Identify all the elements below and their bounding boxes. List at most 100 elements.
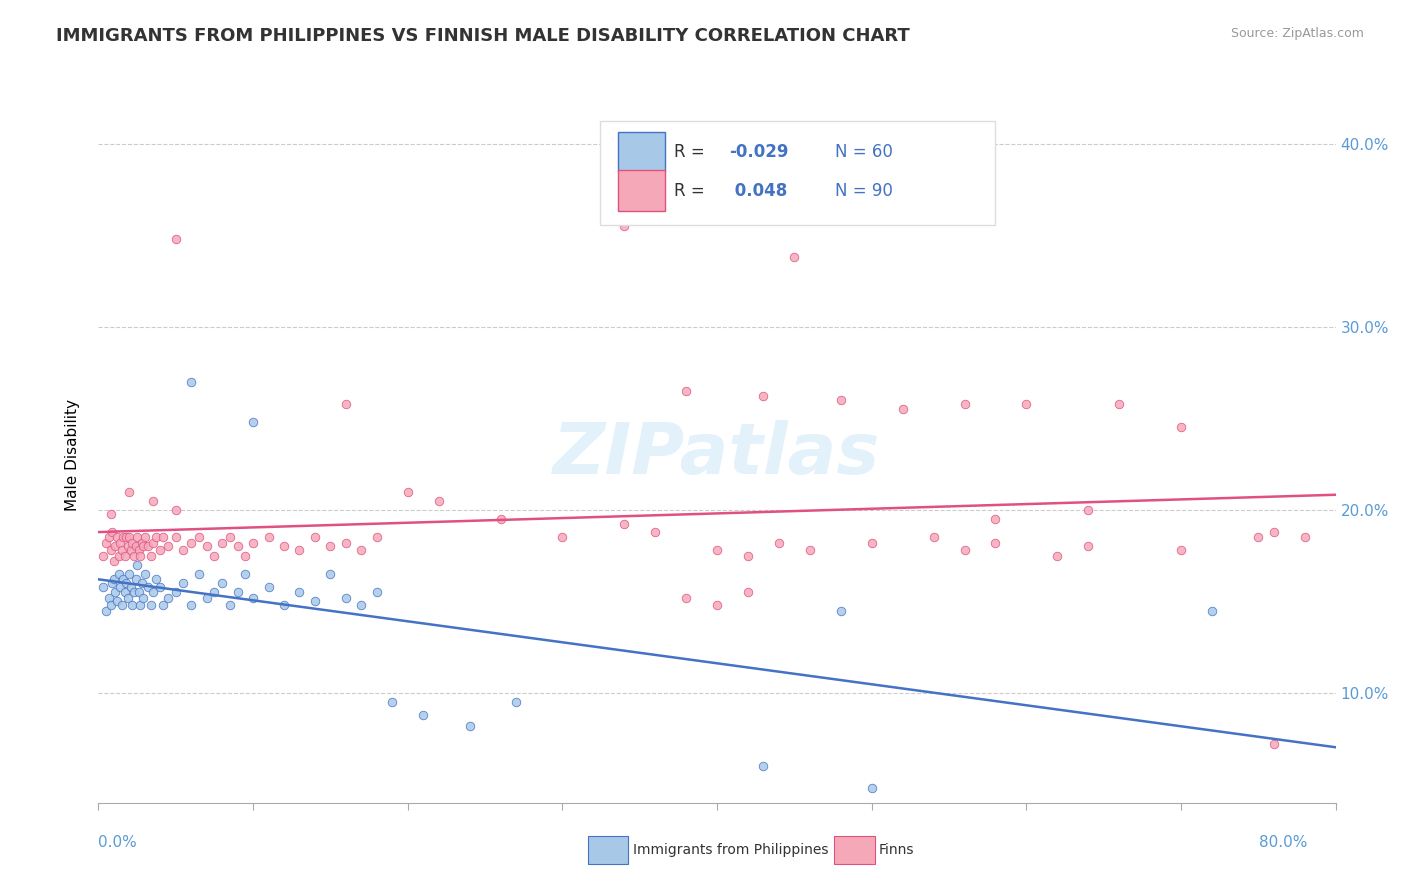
Point (235, 566, 257, 581)
Text: 0.048: 0.048 (730, 182, 787, 200)
Point (427, 493, 450, 508)
Point (953, 397, 976, 411)
Point (489, 512, 512, 526)
Point (304, 530, 326, 544)
Point (139, 598, 162, 612)
Point (142, 493, 165, 508)
Text: Finns: Finns (879, 843, 914, 857)
Point (860, 781, 883, 796)
Point (188, 530, 211, 544)
Point (107, 566, 129, 581)
Text: ZIPatlas: ZIPatlas (554, 420, 880, 490)
FancyBboxPatch shape (619, 132, 665, 172)
Point (127, 530, 149, 544)
Text: IMMIGRANTS FROM PHILIPPINES VS FINNISH MALE DISABILITY CORRELATION CHART: IMMIGRANTS FROM PHILIPPINES VS FINNISH M… (56, 27, 910, 45)
Point (768, 536, 790, 550)
Point (752, 389, 775, 403)
Point (100, 507, 122, 521)
Point (180, 536, 202, 550)
Point (104, 540, 127, 554)
Point (335, 591, 357, 605)
Point (118, 530, 141, 544)
Point (891, 402, 914, 417)
FancyBboxPatch shape (619, 170, 665, 211)
Point (257, 580, 280, 594)
Text: 0.0%: 0.0% (98, 836, 138, 850)
Point (984, 536, 1007, 550)
Point (211, 576, 233, 591)
Point (319, 566, 342, 581)
Point (675, 591, 697, 605)
Text: -0.029: -0.029 (730, 144, 789, 161)
Point (91, 580, 114, 594)
Point (1247, 530, 1270, 544)
Point (111, 598, 134, 612)
Point (350, 598, 373, 612)
Text: N = 90: N = 90 (835, 182, 893, 200)
Point (273, 540, 295, 554)
Point (142, 585, 165, 599)
Point (505, 695, 527, 709)
Point (204, 549, 226, 563)
Point (195, 591, 218, 605)
Point (118, 484, 141, 499)
Point (1263, 524, 1285, 539)
Point (131, 536, 153, 550)
Text: N = 60: N = 60 (835, 144, 893, 161)
Point (288, 585, 311, 599)
Point (121, 536, 143, 550)
Point (242, 591, 264, 605)
Point (1170, 543, 1192, 558)
Point (1201, 603, 1223, 617)
Point (257, 530, 280, 544)
Point (922, 530, 945, 544)
Point (108, 536, 131, 550)
Point (551, 530, 574, 544)
Point (118, 566, 141, 581)
Point (180, 375, 202, 389)
Point (706, 598, 728, 612)
Point (117, 540, 139, 554)
Point (335, 397, 357, 411)
Point (304, 594, 326, 608)
Text: Immigrants from Philippines: Immigrants from Philippines (633, 843, 828, 857)
Point (96, 603, 118, 617)
Text: R =: R = (673, 182, 710, 200)
Point (149, 543, 172, 558)
Point (752, 759, 775, 773)
Point (120, 580, 142, 594)
Point (112, 573, 135, 587)
Point (830, 603, 852, 617)
Point (129, 598, 152, 612)
Point (180, 598, 202, 612)
Point (1263, 737, 1285, 751)
Point (105, 530, 128, 544)
Point (737, 585, 759, 599)
Point (120, 543, 142, 558)
Point (613, 219, 636, 233)
Point (396, 484, 419, 499)
Point (157, 591, 180, 605)
Point (319, 540, 342, 554)
Point (131, 576, 153, 591)
Point (91, 549, 114, 563)
Point (112, 530, 135, 544)
Point (124, 540, 146, 554)
Point (96, 536, 118, 550)
Point (122, 549, 145, 563)
Point (783, 250, 806, 264)
Point (366, 585, 388, 599)
Point (173, 543, 195, 558)
Point (108, 580, 131, 594)
Point (235, 549, 257, 563)
Point (157, 540, 180, 554)
Point (860, 536, 883, 550)
Point (1046, 549, 1069, 563)
Point (173, 576, 195, 591)
Point (165, 232, 187, 246)
Point (737, 549, 759, 563)
Point (136, 540, 159, 554)
Point (799, 543, 821, 558)
Text: 80.0%: 80.0% (1260, 836, 1308, 850)
Point (132, 591, 155, 605)
